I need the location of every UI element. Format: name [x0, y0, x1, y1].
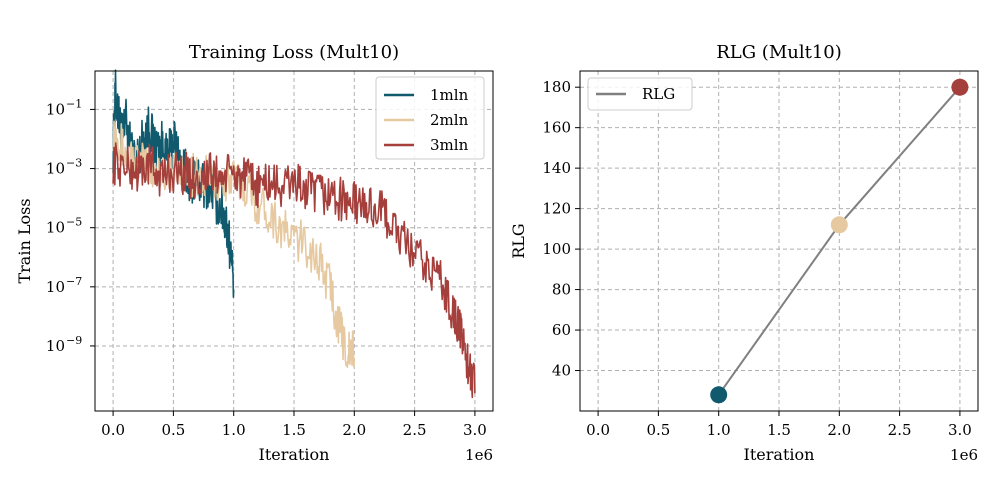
y-tick-label: 10	[46, 278, 65, 296]
y-tick-label: 160	[542, 119, 571, 137]
rlg-panel: RLG (Mult10) 0.0 0.5 1.0 1.5 2.0 2.5 3.0 40 60 8…	[509, 42, 979, 464]
y-tick-label: 40	[552, 362, 571, 380]
x-axis-label: Iteration	[259, 445, 330, 464]
y-tick-exponent: −9	[66, 334, 82, 347]
legend-box	[375, 76, 485, 160]
y-tick-label: 180	[542, 78, 571, 96]
legend: RLG	[587, 77, 693, 111]
y-axis-ticks: 10−110−310−510−710−9	[46, 97, 95, 355]
legend: 1mln 2mln 3mln	[375, 76, 485, 160]
x-axis-label: Iteration	[744, 445, 815, 464]
y-tick-label: 10	[46, 337, 65, 355]
legend-label-1mln: 1mln	[430, 86, 469, 104]
x-tick-label: 0.5	[161, 421, 185, 439]
x-tick-label: 0.0	[101, 421, 125, 439]
x-tick-label: 1.0	[222, 421, 246, 439]
x-tick-label: 3.0	[948, 421, 972, 439]
x-tick-label: 1.0	[707, 421, 731, 439]
y-tick-exponent: −5	[66, 216, 82, 229]
x-tick-label: 2.0	[342, 421, 366, 439]
y-tick-exponent: −3	[66, 157, 82, 170]
x-axis-offset-label: 1e6	[950, 446, 978, 464]
training-loss-panel: Training Loss (Mult10) 0.0 0.5 1.0 1.5 2.0 2.…	[15, 42, 494, 464]
y-tick-label: 120	[542, 200, 571, 218]
y-tick-label: 80	[552, 281, 571, 299]
x-tick-label: 2.5	[403, 421, 427, 439]
y-tick-label: 140	[542, 159, 571, 177]
y-tick-label: 10	[46, 219, 65, 237]
y-tick-label: 10	[46, 100, 65, 118]
x-tick-label: 3.0	[463, 421, 487, 439]
y-tick-label: 60	[552, 321, 571, 339]
x-axis-offset-label: 1e6	[465, 446, 493, 464]
chart-title: Training Loss (Mult10)	[189, 42, 399, 63]
x-axis-ticks: 0.0 0.5 1.0 1.5 2.0 2.5 3.0	[101, 411, 487, 439]
y-tick-exponent: −7	[66, 275, 82, 288]
series-line-3mln	[112, 142, 476, 399]
series-line-1mln	[112, 69, 235, 298]
y-tick-label: 100	[542, 240, 571, 258]
x-tick-label: 1.5	[767, 421, 791, 439]
series-lines	[112, 69, 476, 399]
legend-box	[587, 77, 693, 111]
series-lines	[710, 78, 969, 404]
data-point	[710, 386, 728, 404]
y-axis-ticks: 40 60 80 100 120 140 160 180	[542, 78, 580, 380]
legend-label-rlg: RLG	[642, 85, 675, 103]
legend-label-3mln: 3mln	[430, 136, 469, 154]
legend-label-2mln: 2mln	[430, 111, 469, 129]
chart-title: RLG (Mult10)	[716, 42, 842, 63]
data-point	[830, 216, 848, 234]
x-tick-label: 2.5	[888, 421, 912, 439]
y-axis-label: Train Loss	[15, 198, 34, 283]
data-point	[951, 78, 969, 96]
x-axis-ticks: 0.0 0.5 1.0 1.5 2.0 2.5 3.0	[586, 411, 972, 439]
y-tick-exponent: −1	[66, 97, 82, 110]
y-tick-label: 10	[46, 160, 65, 178]
x-tick-label: 0.5	[646, 421, 670, 439]
x-tick-label: 1.5	[282, 421, 306, 439]
x-tick-label: 2.0	[827, 421, 851, 439]
y-axis-label: RLG	[509, 223, 528, 258]
x-tick-label: 0.0	[586, 421, 610, 439]
grid	[580, 71, 978, 411]
